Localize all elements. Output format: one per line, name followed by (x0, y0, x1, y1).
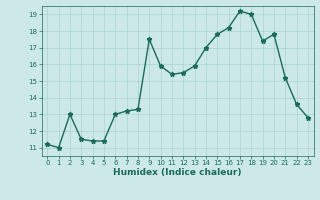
X-axis label: Humidex (Indice chaleur): Humidex (Indice chaleur) (113, 168, 242, 177)
